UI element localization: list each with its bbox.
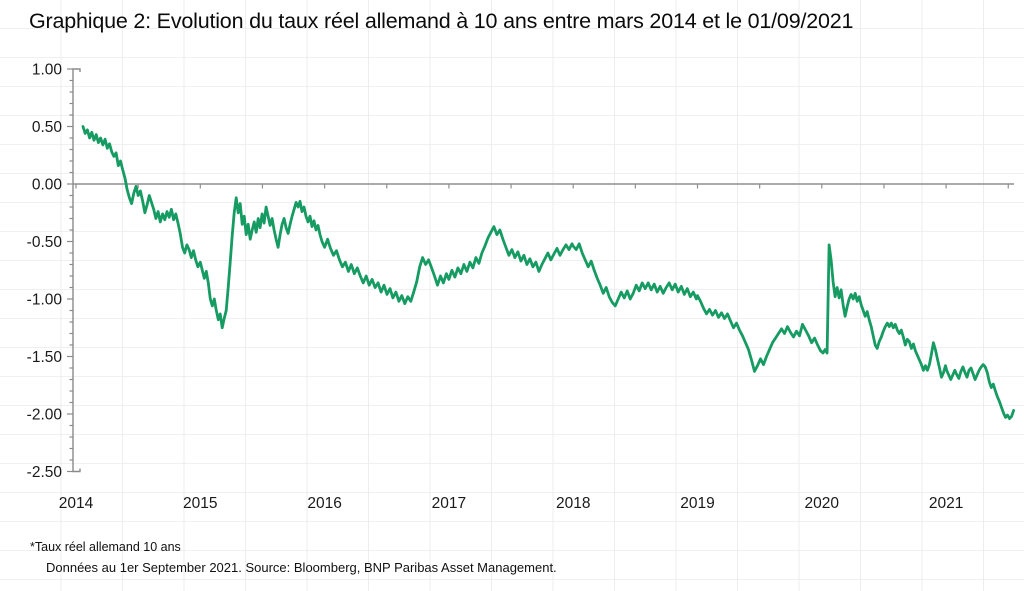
y-axis-label: 0.50 [32, 119, 63, 136]
x-axis-label: 2018 [556, 495, 590, 512]
x-axis-label: 2015 [183, 495, 217, 512]
x-axis-label: 2020 [805, 495, 840, 512]
x-axis-label: 2017 [432, 495, 466, 512]
chart-legend-note: *Taux réel allemand 10 ans [30, 540, 181, 554]
y-axis-label: -1.00 [27, 292, 63, 309]
x-axis-label: 2021 [929, 495, 963, 512]
rate-line-series [81, 125, 1015, 420]
y-axis-label: -0.50 [27, 234, 63, 251]
y-axis-label: -2.00 [27, 407, 63, 424]
chart-title: Graphique 2: Evolution du taux réel alle… [29, 9, 854, 33]
x-axis-label: 2019 [680, 495, 714, 512]
y-axis-label: -1.50 [27, 349, 63, 366]
y-axis-label: -2.50 [27, 464, 63, 481]
x-axis-label: 2016 [307, 495, 341, 512]
y-axis-label: 1.00 [32, 62, 63, 79]
chart-source-note: Données au 1er September 2021. Source: B… [46, 560, 557, 575]
y-axis-label: 0.00 [32, 177, 63, 194]
y-axis-line [72, 68, 81, 473]
x-axis-label: 2014 [59, 495, 94, 512]
